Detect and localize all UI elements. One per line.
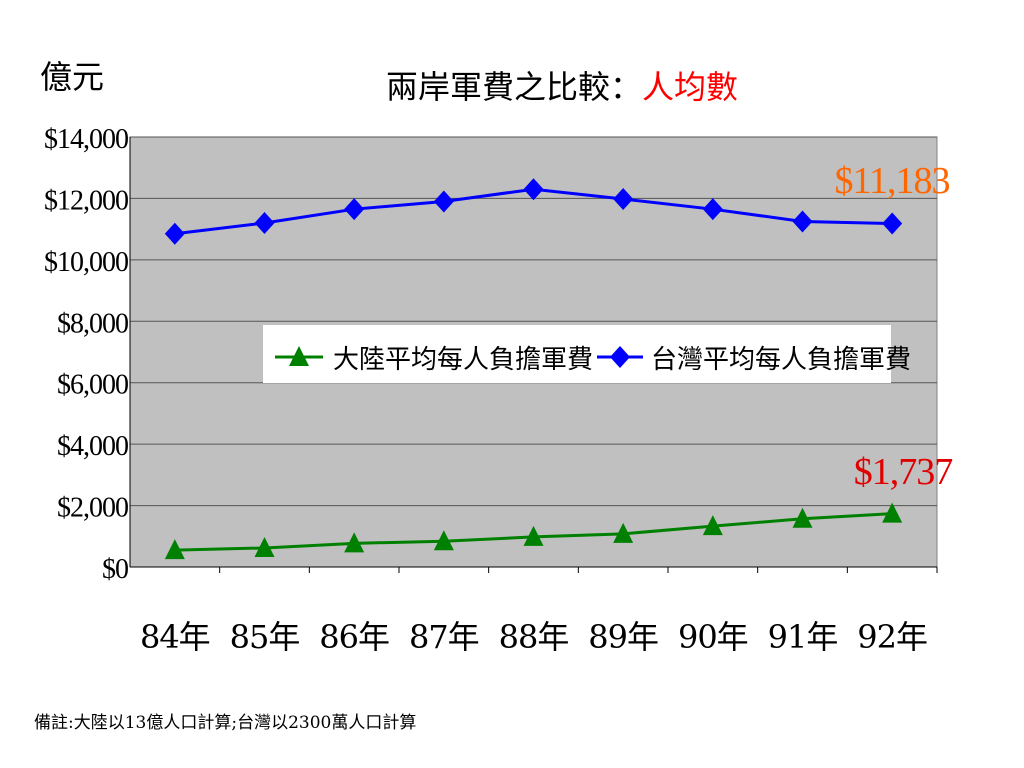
y-tick-label: $6,000 — [57, 370, 128, 401]
data-point — [523, 525, 544, 546]
chart-title: 兩岸軍費之比較：人均數 — [386, 68, 738, 106]
x-tick-label: 89年 — [588, 618, 658, 656]
data-label: $11,183 — [834, 160, 949, 202]
data-point — [702, 515, 723, 536]
x-tick-label: 90年 — [678, 618, 748, 656]
data-point — [613, 522, 634, 543]
data-point — [344, 532, 365, 553]
data-point — [882, 502, 903, 523]
footnote: 備註:大陸以13億人口計算;台灣以2300萬人口計算 — [34, 713, 417, 733]
data-point — [882, 212, 903, 235]
data-point — [254, 536, 275, 557]
y-tick-label: $2,000 — [57, 493, 128, 524]
unit-label: 億元 — [40, 58, 104, 96]
data-point — [433, 530, 454, 551]
x-tick-label: 92年 — [857, 618, 927, 656]
y-tick-label: $8,000 — [57, 308, 128, 339]
legend-box — [263, 325, 891, 383]
data-point — [613, 188, 634, 211]
x-tick-label: 85年 — [230, 618, 300, 656]
data-point — [523, 178, 544, 201]
x-tick-label: 86年 — [319, 618, 389, 656]
data-point — [254, 212, 275, 234]
y-tick-label: $4,000 — [57, 431, 128, 462]
x-tick-label: 84年 — [140, 618, 210, 656]
x-tick-label: 91年 — [768, 618, 838, 656]
y-tick-label: $14,000 — [44, 124, 128, 155]
data-point — [164, 222, 185, 245]
x-tick-label: 88年 — [499, 618, 569, 656]
y-tick-label: $10,000 — [44, 247, 128, 278]
data-point — [344, 198, 365, 221]
y-tick-label: $0 — [102, 554, 128, 585]
data-point — [792, 210, 813, 233]
chart-title-highlight: 人均數 — [642, 68, 738, 106]
chart-title-main: 兩岸軍費之比較： — [386, 68, 642, 106]
data-point — [433, 190, 454, 213]
legend-marker — [289, 346, 309, 366]
y-tick-label: $12,000 — [44, 185, 128, 216]
legend-marker — [610, 346, 630, 368]
x-tick-label: 87年 — [409, 618, 479, 656]
data-point — [702, 198, 723, 221]
data-label: $1,737 — [854, 451, 953, 493]
legend-label: 大陸平均每人負擔軍費 — [333, 345, 593, 375]
legend-label: 台灣平均每人負擔軍費 — [651, 345, 911, 375]
data-point — [792, 507, 813, 528]
data-point — [164, 539, 185, 560]
